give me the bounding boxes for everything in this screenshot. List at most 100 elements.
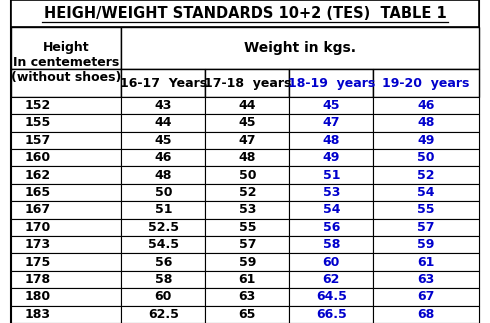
Bar xyxy=(290,69,373,97)
Text: 47: 47 xyxy=(322,116,340,129)
Bar xyxy=(373,149,479,166)
Text: 167: 167 xyxy=(24,203,51,216)
Bar xyxy=(290,288,373,306)
Text: 45: 45 xyxy=(322,99,340,112)
Bar xyxy=(11,236,121,253)
Text: HEIGH/WEIGHT STANDARDS 10+2 (TES)  TABLE 1: HEIGH/WEIGHT STANDARDS 10+2 (TES) TABLE … xyxy=(44,6,446,21)
Text: 62.5: 62.5 xyxy=(148,308,179,321)
Bar xyxy=(121,236,205,253)
Text: 50: 50 xyxy=(154,186,172,199)
Text: 55: 55 xyxy=(417,203,435,216)
Text: 64.5: 64.5 xyxy=(316,290,347,303)
Bar xyxy=(290,97,373,114)
Bar xyxy=(121,288,205,306)
Bar xyxy=(290,306,373,323)
Bar xyxy=(373,114,479,131)
Text: 18-19  years: 18-19 years xyxy=(288,77,375,89)
Bar xyxy=(11,114,121,131)
Bar xyxy=(121,149,205,166)
Text: 183: 183 xyxy=(24,308,50,321)
Bar xyxy=(373,131,479,149)
Bar xyxy=(290,149,373,166)
Bar xyxy=(373,166,479,184)
Bar xyxy=(290,219,373,236)
Bar xyxy=(205,271,290,288)
Bar xyxy=(205,306,290,323)
Bar xyxy=(205,236,290,253)
Bar xyxy=(11,69,121,97)
Bar xyxy=(373,69,479,97)
Text: 180: 180 xyxy=(24,290,51,303)
Text: 63: 63 xyxy=(239,290,256,303)
Bar xyxy=(121,201,205,219)
Text: 48: 48 xyxy=(323,134,340,147)
Bar xyxy=(11,0,479,27)
Bar xyxy=(373,184,479,201)
Text: 17-18  years: 17-18 years xyxy=(204,77,291,89)
Text: 56: 56 xyxy=(154,255,172,269)
Text: 60: 60 xyxy=(323,255,340,269)
Bar xyxy=(205,201,290,219)
Text: 48: 48 xyxy=(417,116,435,129)
Bar xyxy=(11,166,121,184)
Text: Weight in kgs.: Weight in kgs. xyxy=(244,41,356,55)
Bar xyxy=(205,253,290,271)
Bar xyxy=(373,236,479,253)
Text: 57: 57 xyxy=(417,221,435,234)
Text: 44: 44 xyxy=(239,99,256,112)
Bar xyxy=(11,219,121,236)
Text: 52: 52 xyxy=(417,169,435,182)
Bar xyxy=(290,166,373,184)
Bar xyxy=(373,253,479,271)
Text: 53: 53 xyxy=(323,186,340,199)
Text: 47: 47 xyxy=(239,134,256,147)
Text: 68: 68 xyxy=(417,308,435,321)
Bar xyxy=(121,27,479,69)
Bar xyxy=(121,69,205,97)
Bar xyxy=(11,253,121,271)
Bar xyxy=(121,306,205,323)
Text: 59: 59 xyxy=(417,238,435,251)
Text: 58: 58 xyxy=(154,273,172,286)
Bar xyxy=(290,114,373,131)
Bar xyxy=(121,184,205,201)
Bar xyxy=(205,114,290,131)
Bar xyxy=(373,306,479,323)
Text: 45: 45 xyxy=(154,134,172,147)
Bar xyxy=(205,149,290,166)
Bar xyxy=(373,201,479,219)
Text: 157: 157 xyxy=(24,134,51,147)
Bar xyxy=(205,69,290,97)
Text: 48: 48 xyxy=(154,169,172,182)
Text: 45: 45 xyxy=(239,116,256,129)
Text: 160: 160 xyxy=(24,151,51,164)
Bar xyxy=(11,201,121,219)
Text: 162: 162 xyxy=(24,169,51,182)
Text: 152: 152 xyxy=(24,99,51,112)
Bar xyxy=(290,201,373,219)
Bar xyxy=(121,219,205,236)
Bar xyxy=(11,131,121,149)
Bar xyxy=(290,236,373,253)
Text: 66.5: 66.5 xyxy=(316,308,347,321)
Text: 54: 54 xyxy=(322,203,340,216)
Text: 49: 49 xyxy=(323,151,340,164)
Bar xyxy=(121,114,205,131)
Text: 44: 44 xyxy=(154,116,172,129)
Text: 48: 48 xyxy=(239,151,256,164)
Bar xyxy=(205,184,290,201)
Text: 51: 51 xyxy=(322,169,340,182)
Bar xyxy=(121,253,205,271)
Bar xyxy=(11,288,121,306)
Text: 65: 65 xyxy=(239,308,256,321)
Text: 52: 52 xyxy=(239,186,256,199)
Text: 63: 63 xyxy=(417,273,435,286)
Text: 54.5: 54.5 xyxy=(148,238,179,251)
Text: 54: 54 xyxy=(417,186,435,199)
Text: 173: 173 xyxy=(24,238,51,251)
Text: 53: 53 xyxy=(239,203,256,216)
Text: Height
In centemeters
(without shoes): Height In centemeters (without shoes) xyxy=(11,41,122,84)
Text: 50: 50 xyxy=(417,151,435,164)
Bar xyxy=(205,288,290,306)
Text: 50: 50 xyxy=(239,169,256,182)
